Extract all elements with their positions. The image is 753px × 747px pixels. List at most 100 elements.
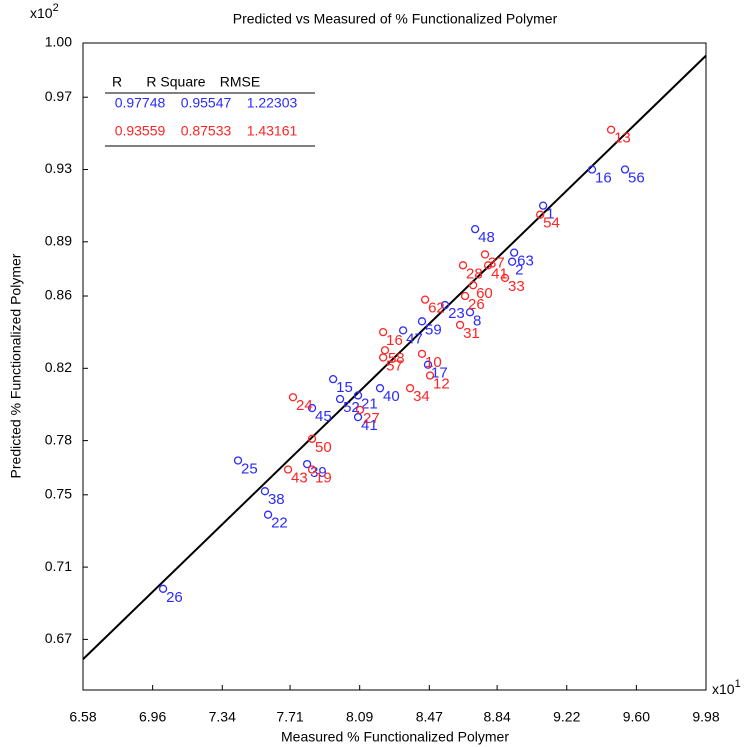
point-label: 19	[315, 469, 332, 486]
point-label: 13	[614, 130, 631, 147]
y-axis-label: Predicted % Functionalized Polymer	[8, 253, 24, 478]
table-cell: 1.22303	[247, 95, 298, 111]
y-tick-label: 0.89	[45, 233, 72, 249]
point	[465, 308, 475, 317]
point-label: 25	[241, 460, 258, 477]
point-label: 37	[488, 254, 505, 271]
point	[263, 510, 273, 519]
point	[307, 434, 317, 443]
point-label: 2	[515, 262, 523, 279]
y-tick-label: 0.71	[45, 558, 72, 574]
point-label: 27	[363, 410, 380, 427]
fit-line	[82, 54, 707, 660]
point	[378, 353, 388, 362]
point	[398, 326, 408, 335]
point	[335, 394, 345, 404]
x-scale-base: x10	[712, 681, 735, 697]
x-tick-label: 8.09	[346, 709, 373, 725]
x-tick-label: 6.96	[139, 709, 166, 725]
x-tick-label: 9.98	[692, 709, 719, 725]
point-label: 17	[431, 365, 448, 382]
point	[423, 360, 433, 369]
table-header: RMSE	[220, 74, 260, 90]
point	[500, 273, 510, 283]
point-label: 43	[291, 469, 308, 486]
point-label: 34	[413, 388, 430, 405]
point-label: 62	[428, 300, 445, 317]
point-label: 12	[433, 376, 450, 393]
x-scale: x101	[712, 678, 741, 697]
point-label: 15	[336, 379, 353, 396]
point	[483, 261, 493, 270]
point-label: 58	[388, 350, 405, 367]
point	[470, 224, 480, 234]
point	[458, 261, 468, 270]
point	[480, 250, 490, 259]
point-label: 50	[315, 439, 332, 456]
point-label: 21	[361, 395, 378, 412]
point-label: 16	[386, 332, 403, 349]
point-label: 33	[508, 278, 525, 295]
point-label: 28	[466, 265, 483, 282]
point	[620, 165, 630, 174]
point	[425, 371, 435, 380]
point-label: 45	[315, 408, 332, 425]
y-scale-exponent: 2	[53, 2, 59, 14]
point-label: 23	[448, 305, 465, 322]
y-tick-label: 0.82	[45, 359, 72, 375]
point	[510, 248, 519, 257]
point-label: 59	[425, 321, 442, 338]
point-label: 22	[271, 515, 288, 532]
point	[468, 281, 478, 290]
point-label: 47	[406, 330, 423, 347]
point-label: 1	[546, 206, 554, 223]
point	[455, 320, 465, 330]
point	[288, 393, 298, 402]
point	[417, 349, 427, 358]
point	[587, 165, 597, 174]
x-tick-label: 7.34	[209, 709, 236, 725]
point	[355, 405, 365, 415]
chart-title: Predicted vs Measured of % Functionalize…	[233, 11, 558, 27]
point-label: 26	[166, 589, 183, 606]
x-tick-label: 8.84	[483, 709, 510, 725]
point-label: 10	[425, 354, 442, 371]
point	[380, 346, 390, 355]
point	[507, 257, 517, 266]
point-label: 54	[543, 215, 560, 232]
table-cell: 0.87533	[181, 123, 232, 139]
point-label: 41	[361, 417, 378, 434]
point	[420, 295, 430, 304]
y-tick-label: 1.00	[45, 34, 72, 50]
x-tick-label: 9.60	[623, 709, 650, 725]
table-header: R	[112, 74, 122, 90]
point	[440, 300, 450, 310]
y-tick-label: 0.67	[45, 630, 72, 646]
table-cell: 1.43161	[247, 123, 298, 139]
point-label: 8	[473, 312, 481, 329]
table-cell: 0.93559	[115, 123, 166, 139]
y-tick-label: 0.75	[45, 486, 72, 502]
y-scale-base: x10	[30, 5, 53, 21]
plot-frame	[82, 42, 707, 691]
point	[606, 125, 616, 134]
y-tick-label: 0.86	[45, 287, 72, 303]
x-tick-label: 6.58	[69, 709, 96, 725]
table-cell: 0.97748	[115, 95, 166, 111]
point	[460, 291, 470, 301]
x-axis-label: Measured % Functionalized Polymer	[281, 729, 509, 745]
x-tick-label: 8.47	[416, 709, 443, 725]
point-label: 39	[310, 464, 327, 481]
point-label: 57	[386, 357, 403, 374]
y-scale: x102	[30, 2, 59, 21]
point	[538, 201, 548, 210]
point-label: 26	[468, 296, 485, 313]
x-tick-label: 7.71	[276, 709, 303, 725]
point-label: 60	[476, 285, 493, 302]
point	[260, 487, 270, 496]
point-label: 63	[517, 253, 534, 270]
table-cell: 0.95547	[181, 95, 232, 111]
point	[417, 317, 427, 326]
